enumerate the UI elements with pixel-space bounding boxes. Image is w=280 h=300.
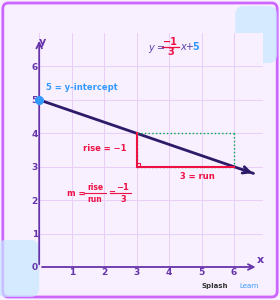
- Text: x+: x+: [180, 42, 194, 52]
- Text: run: run: [88, 195, 102, 204]
- Text: 5: 5: [192, 42, 199, 52]
- Text: y: y: [39, 37, 46, 47]
- Text: 5 = y-intercept: 5 = y-intercept: [46, 82, 117, 91]
- Text: −1: −1: [163, 38, 178, 47]
- Text: 3 = run: 3 = run: [180, 172, 215, 181]
- Text: y =: y =: [148, 43, 168, 53]
- Text: 3: 3: [167, 47, 174, 57]
- Text: Learn: Learn: [239, 283, 259, 289]
- Text: rise: rise: [87, 183, 103, 192]
- Text: 3: 3: [120, 195, 126, 204]
- Text: =: =: [108, 189, 115, 198]
- Text: rise = −1: rise = −1: [83, 144, 127, 153]
- Text: x: x: [257, 255, 264, 265]
- Text: Splash: Splash: [202, 283, 228, 289]
- Text: −1: −1: [116, 183, 129, 192]
- Text: m =: m =: [67, 189, 85, 198]
